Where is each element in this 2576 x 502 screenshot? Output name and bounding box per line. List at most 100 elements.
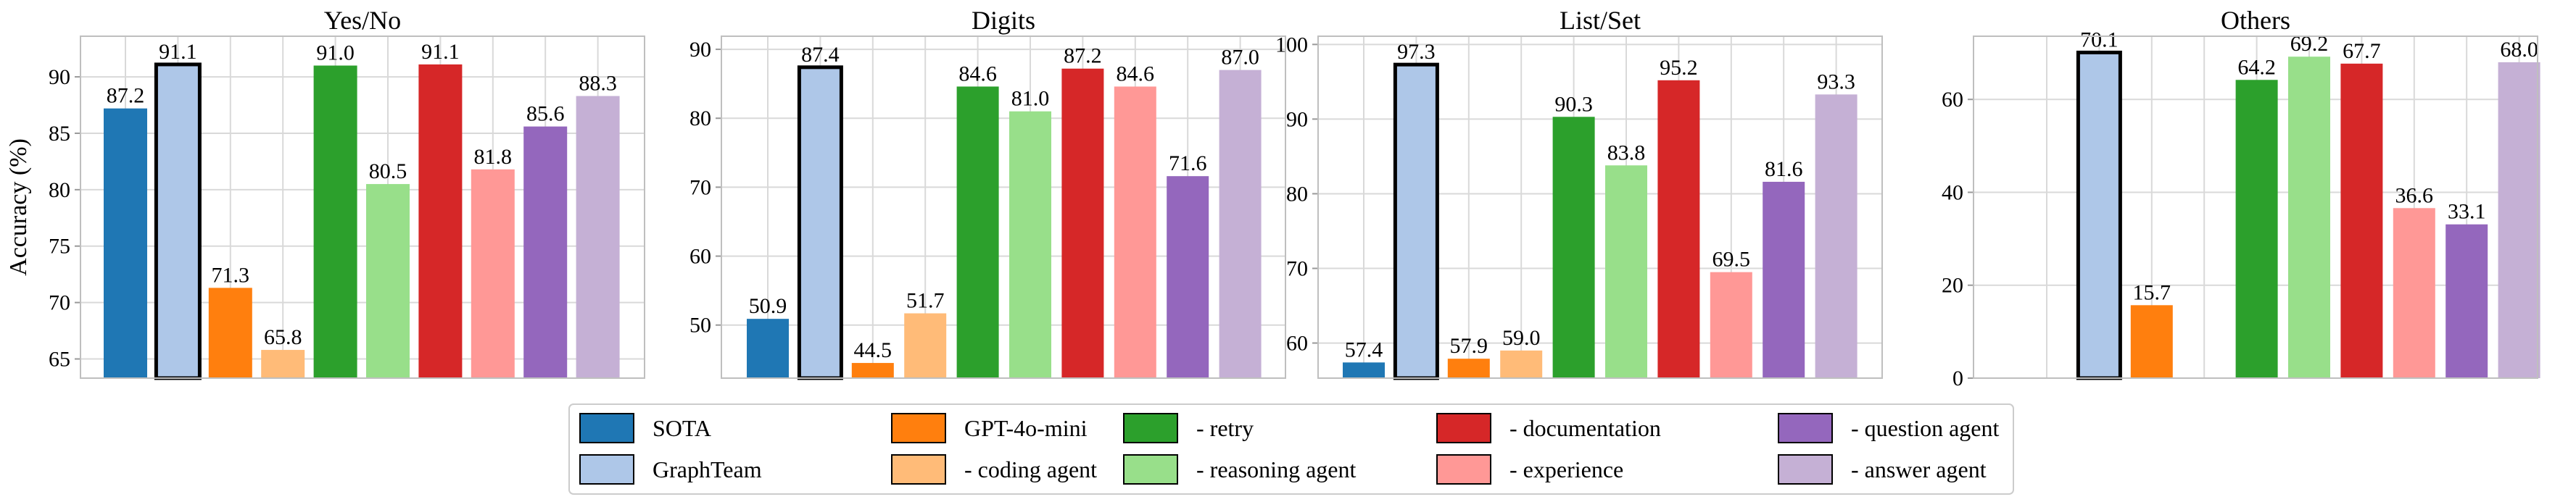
legend-swatch-sota bbox=[579, 413, 634, 443]
bar-value-label: 69.5 bbox=[1712, 248, 1751, 272]
bar-coding-agent bbox=[1500, 350, 1543, 378]
y-tick-label: 75 bbox=[49, 235, 70, 259]
bar-value-label: 88.3 bbox=[579, 72, 617, 96]
bar-experience bbox=[471, 169, 515, 378]
bar-retry bbox=[1552, 117, 1595, 378]
legend-label-graphteam: GraphTeam bbox=[653, 456, 762, 482]
bar-answer-agent bbox=[1815, 94, 1858, 378]
legend-label-coding-agent: - coding agent bbox=[964, 456, 1097, 482]
y-tick-label: 50 bbox=[689, 314, 711, 338]
bar-experience bbox=[1114, 86, 1156, 378]
bar-question-agent bbox=[1763, 181, 1805, 378]
bar-value-label: 95.2 bbox=[1660, 56, 1698, 80]
bar-value-label: 84.6 bbox=[958, 62, 997, 85]
bar-value-label: 91.0 bbox=[316, 41, 355, 65]
bar-value-label: 81.0 bbox=[1011, 87, 1050, 111]
y-tick-label: 70 bbox=[689, 175, 711, 199]
bar-value-label: 81.6 bbox=[1765, 157, 1803, 181]
bar-coding-agent bbox=[261, 350, 305, 378]
y-tick-label: 85 bbox=[49, 122, 70, 146]
y-axis-label: Accuracy (%) bbox=[5, 138, 32, 276]
legend-label-retry: - retry bbox=[1196, 415, 1254, 441]
legend-swatch-documentation bbox=[1436, 413, 1491, 443]
bar-sota bbox=[747, 319, 789, 378]
bar-retry bbox=[313, 65, 357, 378]
bar-value-label: 51.7 bbox=[906, 289, 945, 313]
bar-answer-agent bbox=[576, 96, 620, 379]
bar-graphteam bbox=[154, 62, 202, 380]
bar-value-label: 90.3 bbox=[1554, 92, 1593, 116]
bar-gpt-4o-mini bbox=[1447, 359, 1490, 378]
panel-3: 60 70 80 90 100 57.4 97.3 57.9 59.0 90.3 83.8 95.2 6… bbox=[1275, 6, 1883, 380]
bar-value-label: 57.4 bbox=[1345, 338, 1383, 361]
panel-2: 50 60 70 80 90 50.9 87.4 44.5 51.7 84.6 81.0 87.2 84… bbox=[689, 6, 1286, 380]
bar-value-label: 67.7 bbox=[2343, 39, 2381, 63]
legend-swatch-experience bbox=[1436, 454, 1491, 485]
y-tick-label: 40 bbox=[1942, 180, 1963, 204]
bar-value-label: 57.9 bbox=[1450, 334, 1488, 358]
bar-value-label: 71.3 bbox=[212, 263, 250, 287]
bar-documentation bbox=[2340, 63, 2383, 378]
legend-swatch-question-agent bbox=[1778, 413, 1833, 443]
legend-swatch-retry bbox=[1123, 413, 1178, 443]
panel-frame bbox=[1973, 35, 2538, 379]
bar-gpt-4o-mini bbox=[851, 363, 894, 378]
legend-label-answer-agent: - answer agent bbox=[1851, 456, 1987, 482]
bar-retry bbox=[2235, 80, 2278, 379]
bar-value-label: 83.8 bbox=[1607, 141, 1646, 164]
bar-answer-agent bbox=[2498, 62, 2540, 379]
chart-panels: 65 70 75 80 85 90 87.2 91.1 71.3 65.8 91.0 80.5 91.1… bbox=[49, 6, 2540, 390]
bar-reasoning-agent bbox=[1605, 165, 1647, 378]
y-tick-label: 65 bbox=[49, 348, 70, 372]
legend-swatch-graphteam bbox=[579, 454, 634, 485]
bar-value-label: 36.6 bbox=[2395, 183, 2434, 207]
bar-value-label: 87.0 bbox=[1221, 46, 1259, 70]
bar-value-label: 50.9 bbox=[749, 294, 787, 318]
bar-value-label: 81.8 bbox=[474, 145, 513, 169]
bar-value-label: 93.3 bbox=[1817, 70, 1855, 93]
bar-question-agent bbox=[523, 126, 568, 378]
panel-title: Yes/No bbox=[324, 6, 401, 35]
bar-value-label: 80.5 bbox=[369, 159, 407, 183]
bar-graphteam bbox=[797, 65, 843, 380]
bar-documentation bbox=[1657, 80, 1700, 378]
bar-graphteam bbox=[2076, 50, 2122, 380]
y-tick-label: 90 bbox=[689, 38, 711, 62]
bar-question-agent bbox=[2445, 224, 2488, 378]
bar-reasoning-agent bbox=[1009, 111, 1051, 378]
bar-documentation bbox=[418, 64, 463, 378]
y-tick-label: 20 bbox=[1942, 274, 1963, 298]
legend-label-question-agent: - question agent bbox=[1851, 415, 2000, 441]
bar-value-label: 59.0 bbox=[1502, 326, 1541, 350]
panel-title: List/Set bbox=[1560, 6, 1641, 35]
bar-value-label: 97.3 bbox=[1397, 40, 1436, 64]
bar-graphteam bbox=[1393, 62, 1439, 380]
bar-sota bbox=[104, 108, 147, 379]
bar-value-label: 68.0 bbox=[2500, 38, 2538, 62]
legend-label-experience: - experience bbox=[1509, 456, 1623, 482]
bar-value-label: 44.5 bbox=[854, 338, 893, 362]
bar-experience bbox=[2393, 208, 2435, 378]
bar-value-label: 85.6 bbox=[526, 102, 565, 126]
y-tick-label: 90 bbox=[49, 65, 70, 89]
legend-swatch-reasoning-agent bbox=[1123, 454, 1178, 485]
y-tick-label: 60 bbox=[1286, 332, 1308, 356]
bar-reasoning-agent bbox=[366, 184, 410, 378]
y-tick-label: 60 bbox=[1942, 88, 1963, 112]
y-tick-label: 80 bbox=[49, 178, 70, 202]
panel-frame bbox=[1317, 35, 1883, 379]
panel-title: Digits bbox=[972, 6, 1035, 35]
legend-label-gpt-4o-mini: GPT-4o-mini bbox=[964, 415, 1088, 441]
legend-swatch-gpt-4o-mini bbox=[891, 413, 946, 443]
panel-frame bbox=[80, 35, 645, 379]
y-tick-label: 80 bbox=[689, 106, 711, 130]
legend-label-reasoning-agent: - reasoning agent bbox=[1196, 456, 1356, 482]
bar-value-label: 33.1 bbox=[2448, 200, 2486, 224]
bar-sota bbox=[1343, 362, 1385, 378]
panel-1: 65 70 75 80 85 90 87.2 91.1 71.3 65.8 91.0 80.5 91.1… bbox=[49, 6, 645, 380]
bar-value-label: 84.6 bbox=[1117, 62, 1155, 85]
legend-swatch-coding-agent bbox=[891, 454, 946, 485]
y-tick-label: 100 bbox=[1275, 33, 1308, 57]
y-tick-label: 80 bbox=[1286, 182, 1308, 206]
